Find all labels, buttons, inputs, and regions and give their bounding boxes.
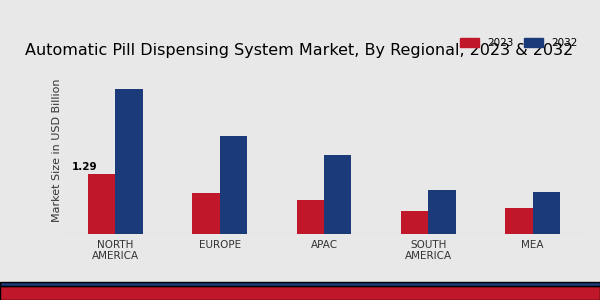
Bar	[428, 190, 456, 234]
Bar	[296, 200, 324, 234]
Bar	[220, 136, 247, 234]
Bar	[505, 208, 533, 234]
Text: 1.29: 1.29	[71, 162, 97, 172]
Y-axis label: Market Size in USD Billion: Market Size in USD Billion	[52, 78, 62, 222]
Bar	[324, 155, 352, 234]
Bar	[192, 193, 220, 234]
Legend: 2023, 2032: 2023, 2032	[456, 34, 582, 52]
Text: Automatic Pill Dispensing System Market, By Regional, 2023 & 2032: Automatic Pill Dispensing System Market,…	[25, 43, 573, 58]
Bar	[115, 89, 143, 234]
Bar	[401, 211, 428, 234]
Bar	[88, 174, 115, 234]
Bar	[533, 192, 560, 234]
